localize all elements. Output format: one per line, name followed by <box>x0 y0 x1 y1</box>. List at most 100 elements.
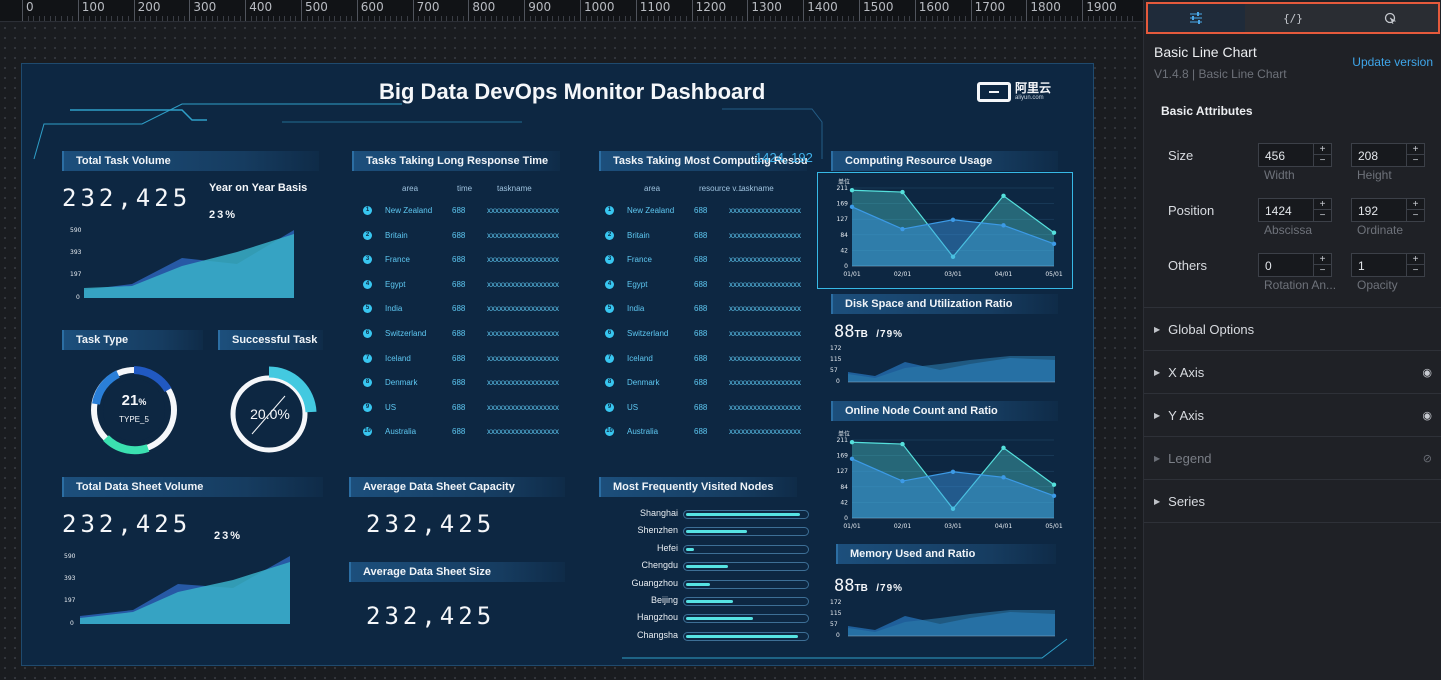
ruler-minor-tick <box>1132 16 1134 21</box>
ruler-minor-tick <box>61 16 63 21</box>
increment-icon[interactable]: + <box>1407 199 1424 210</box>
abscissa-input[interactable]: 1424 + − <box>1258 198 1332 222</box>
table-row[interactable]: 7 Iceland 688 xxxxxxxxxxxxxxxxxx <box>357 346 577 371</box>
increment-icon[interactable]: + <box>1407 254 1424 265</box>
section-global-options[interactable]: ▶ Global Options <box>1144 308 1441 350</box>
ruler-minor-tick <box>725 16 727 21</box>
node-row[interactable]: Shanghai <box>600 506 809 523</box>
eye-off-icon[interactable]: ⊘ <box>1422 452 1432 465</box>
ruler-minor-tick <box>585 16 587 21</box>
ruler-minor-tick <box>892 16 894 21</box>
node-row[interactable]: Guangzhou <box>600 576 809 593</box>
rank-badge: 3 <box>605 255 614 265</box>
ytick: 0 <box>70 620 74 627</box>
tab-settings[interactable] <box>1148 4 1245 32</box>
decrement-icon[interactable]: − <box>1412 155 1419 166</box>
data-point <box>900 478 905 484</box>
increment-icon[interactable]: + <box>1314 144 1331 155</box>
tab-code[interactable]: {/} <box>1244 4 1342 32</box>
section-label: Legend <box>1168 450 1212 466</box>
table-cell-time: 688 <box>452 328 466 338</box>
tab-interaction[interactable] <box>1341 4 1439 32</box>
increment-icon[interactable]: + <box>1314 254 1331 265</box>
ruler-minor-tick <box>507 16 509 21</box>
table-row[interactable]: 7 Iceland 688 xxxxxxxxxxxxxxxxxx <box>599 346 819 371</box>
node-row[interactable]: Chengdu <box>600 558 809 575</box>
ordinate-input[interactable]: 192 + − <box>1351 198 1425 222</box>
ruler-minor-tick <box>261 16 263 21</box>
table-cell-task: xxxxxxxxxxxxxxxxxx <box>487 378 559 388</box>
decrement-icon[interactable]: − <box>1319 265 1326 276</box>
increment-icon[interactable]: + <box>1314 199 1331 210</box>
node-row[interactable]: Beijing <box>600 593 809 610</box>
eye-icon[interactable]: ◉ <box>1422 409 1432 422</box>
editor-canvas[interactable]: Big Data DevOps Monitor Dashboard 阿里云 al… <box>0 23 1143 680</box>
x-tick-label: 03/01 <box>944 271 961 278</box>
node-bar-fill <box>686 634 799 638</box>
ruler-minor-tick <box>334 16 336 21</box>
table-row[interactable]: 2 Britain 688 xxxxxxxxxxxxxxxxxx <box>599 223 819 248</box>
series-area <box>852 206 1054 266</box>
eye-icon[interactable]: ◉ <box>1422 366 1432 379</box>
horizontal-ruler[interactable]: 0 100 200 300 400 500 600 700 800 900 1000 1100 1200… <box>0 0 1143 22</box>
node-row[interactable]: Hefei <box>600 541 809 558</box>
table-row[interactable]: 9 US 688 xxxxxxxxxxxxxxxxxx <box>357 395 577 420</box>
table-row[interactable]: 6 Switzerland 688 xxxxxxxxxxxxxxxxxx <box>599 321 819 346</box>
section-series[interactable]: ▶ Series <box>1144 480 1441 522</box>
table-cell-time: 688 <box>694 402 708 412</box>
table-row[interactable]: 3 France 688 xxxxxxxxxxxxxxxxxx <box>357 247 577 272</box>
data-point <box>950 254 956 259</box>
ruler-minor-tick <box>825 16 827 21</box>
table-row[interactable]: 6 Switzerland 688 xxxxxxxxxxxxxxxxxx <box>357 321 577 346</box>
increment-icon[interactable]: + <box>1407 144 1424 155</box>
section-legend[interactable]: ▶ Legend ⊘ <box>1144 437 1441 479</box>
table-row[interactable]: 3 France 688 xxxxxxxxxxxxxxxxxx <box>599 247 819 272</box>
decrement-icon[interactable]: − <box>1412 210 1419 221</box>
caret-right-icon: ▶ <box>1154 324 1161 334</box>
table-row[interactable]: 5 India 688 xxxxxxxxxxxxxxxxxx <box>357 296 577 321</box>
width-input[interactable]: 456 + − <box>1258 143 1332 167</box>
ruler-minor-tick <box>100 16 102 21</box>
section-x-axis[interactable]: ▶ X Axis ◉ <box>1144 351 1441 393</box>
decrement-icon[interactable]: − <box>1412 265 1419 276</box>
table-row[interactable]: 5 India 688 xxxxxxxxxxxxxxxxxx <box>599 296 819 321</box>
opacity-input[interactable]: 1 + − <box>1351 253 1425 277</box>
yoy-value: 23% <box>209 209 238 221</box>
table-row[interactable]: 10 Australia 688 xxxxxxxxxxxxxxxxxx <box>357 419 577 444</box>
sliders-icon <box>1190 12 1203 24</box>
table-cell-area: Britain <box>627 230 650 240</box>
decrement-icon[interactable]: − <box>1319 210 1326 221</box>
table-row[interactable]: 9 US 688 xxxxxxxxxxxxxxxxxx <box>599 395 819 420</box>
ruler-minor-tick <box>312 16 314 21</box>
node-row[interactable]: Hangzhou <box>600 610 809 627</box>
height-input[interactable]: 208 + − <box>1351 143 1425 167</box>
table-row[interactable]: 8 Denmark 688 xxxxxxxxxxxxxxxxxx <box>599 370 819 395</box>
table-row[interactable]: 8 Denmark 688 xxxxxxxxxxxxxxxxxx <box>357 370 577 395</box>
node-row[interactable]: Changsha <box>600 628 809 645</box>
data-point <box>849 188 855 193</box>
node-row[interactable]: Shenzhen <box>600 523 809 540</box>
node-bar-track <box>683 579 809 589</box>
section-y-axis[interactable]: ▶ Y Axis ◉ <box>1144 394 1441 436</box>
ruler-minor-tick <box>94 16 96 21</box>
selected-component-frame[interactable] <box>817 172 1073 289</box>
ruler-minor-tick <box>362 16 364 21</box>
ruler-minor-tick <box>88 16 90 21</box>
table-row[interactable]: 1 New Zealand 688 xxxxxxxxxxxxxxxxxx <box>599 198 819 223</box>
table-row[interactable]: 4 Egypt 688 xxxxxxxxxxxxxxxxxx <box>599 272 819 297</box>
ruler-minor-tick <box>289 16 291 21</box>
ruler-minor-tick <box>619 16 621 21</box>
ruler-tick-label: 300 <box>189 0 216 21</box>
table-row[interactable]: 4 Egypt 688 xxxxxxxxxxxxxxxxxx <box>357 272 577 297</box>
table-row[interactable]: 1 New Zealand 688 xxxxxxxxxxxxxxxxxx <box>357 198 577 223</box>
decrement-icon[interactable]: − <box>1319 155 1326 166</box>
rank-badge: 5 <box>605 304 614 314</box>
ruler-minor-tick <box>1054 16 1056 21</box>
task-type-percent-value: 21 <box>121 392 139 409</box>
update-version-link[interactable]: Update version <box>1352 55 1433 69</box>
table-row[interactable]: 2 Britain 688 xxxxxxxxxxxxxxxxxx <box>357 223 577 248</box>
table-row[interactable]: 10 Australia 688 xxxxxxxxxxxxxxxxxx <box>599 419 819 444</box>
rotation-input[interactable]: 0 + − <box>1258 253 1332 277</box>
